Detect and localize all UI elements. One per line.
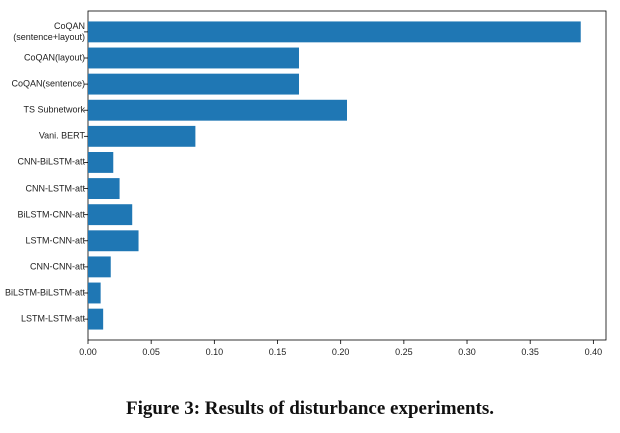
x-tick-label: 0.35 <box>521 347 539 357</box>
bar <box>88 125 196 147</box>
y-tick-label: Vani. BERT <box>38 130 85 141</box>
bar <box>88 47 299 69</box>
bar <box>88 152 114 173</box>
bar <box>88 204 133 226</box>
x-tick-label: 0.00 <box>79 347 97 357</box>
y-tick-label: CNN-LSTM-att <box>25 183 85 194</box>
y-tick-label: CNN-BiLSTM-att <box>17 156 85 167</box>
x-tick-label: 0.20 <box>332 347 350 357</box>
x-tick-label: 0.10 <box>206 347 224 357</box>
y-tick-label: CoQAN(layout) <box>23 52 85 63</box>
bar <box>88 99 347 121</box>
x-tick-label: 0.05 <box>142 347 160 357</box>
x-tick-label: 0.15 <box>269 347 287 357</box>
bar <box>88 308 104 330</box>
caption: Figure 3: Results of disturbance experim… <box>125 398 494 419</box>
bar <box>88 230 139 252</box>
y-tick-label: LSTM-LSTM-att <box>20 313 85 324</box>
y-tick-label: CoQAN(sentence) <box>11 78 85 89</box>
y-tick-label: CoQAN (sentence+layout) <box>13 20 85 42</box>
y-tick-label: BiLSTM-BiLSTM-att <box>4 287 85 298</box>
plot-frame <box>87 10 607 341</box>
bar <box>88 178 120 199</box>
bar <box>88 282 101 304</box>
bar <box>88 256 111 278</box>
y-tick-label: CNN-CNN-att <box>30 261 85 272</box>
y-tick-label: BiLSTM-CNN-att <box>17 209 85 220</box>
bar <box>88 73 299 95</box>
bar <box>88 21 581 43</box>
y-tick-label: TS Subnetwork <box>23 104 85 115</box>
x-tick-label: 0.30 <box>458 347 476 357</box>
x-tick-label: 0.40 <box>585 347 603 357</box>
x-tick-label: 0.25 <box>395 347 413 357</box>
y-tick-label: LSTM-CNN-att <box>25 235 85 246</box>
